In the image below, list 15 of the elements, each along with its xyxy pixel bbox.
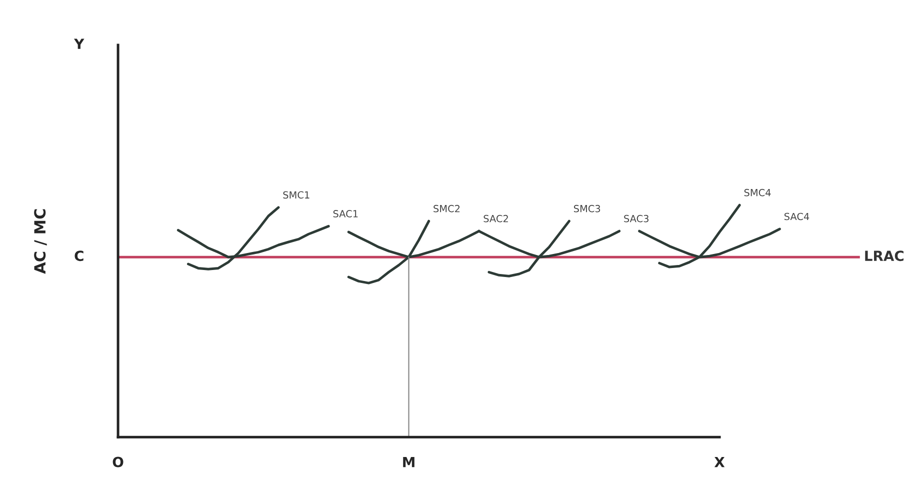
series-label: SAC4 xyxy=(784,212,810,220)
series-label: SMC4 xyxy=(744,188,771,196)
series-label: SAC1 xyxy=(333,210,358,218)
series-label: SAC2 xyxy=(484,214,508,222)
text: C xyxy=(74,250,84,262)
y-axis-title: AC / MC xyxy=(34,209,47,274)
series-label: SMC2 xyxy=(434,204,460,212)
series-label: SMC1 xyxy=(283,191,310,199)
series-label: LRAC xyxy=(865,250,904,262)
x-tick-label: O xyxy=(112,456,124,468)
x-tick-label: M xyxy=(403,456,414,468)
series-label: SAC3 xyxy=(624,214,648,222)
x-tick-label: X xyxy=(714,456,725,468)
text: Y xyxy=(74,38,84,49)
series-label: SMC3 xyxy=(574,204,600,212)
